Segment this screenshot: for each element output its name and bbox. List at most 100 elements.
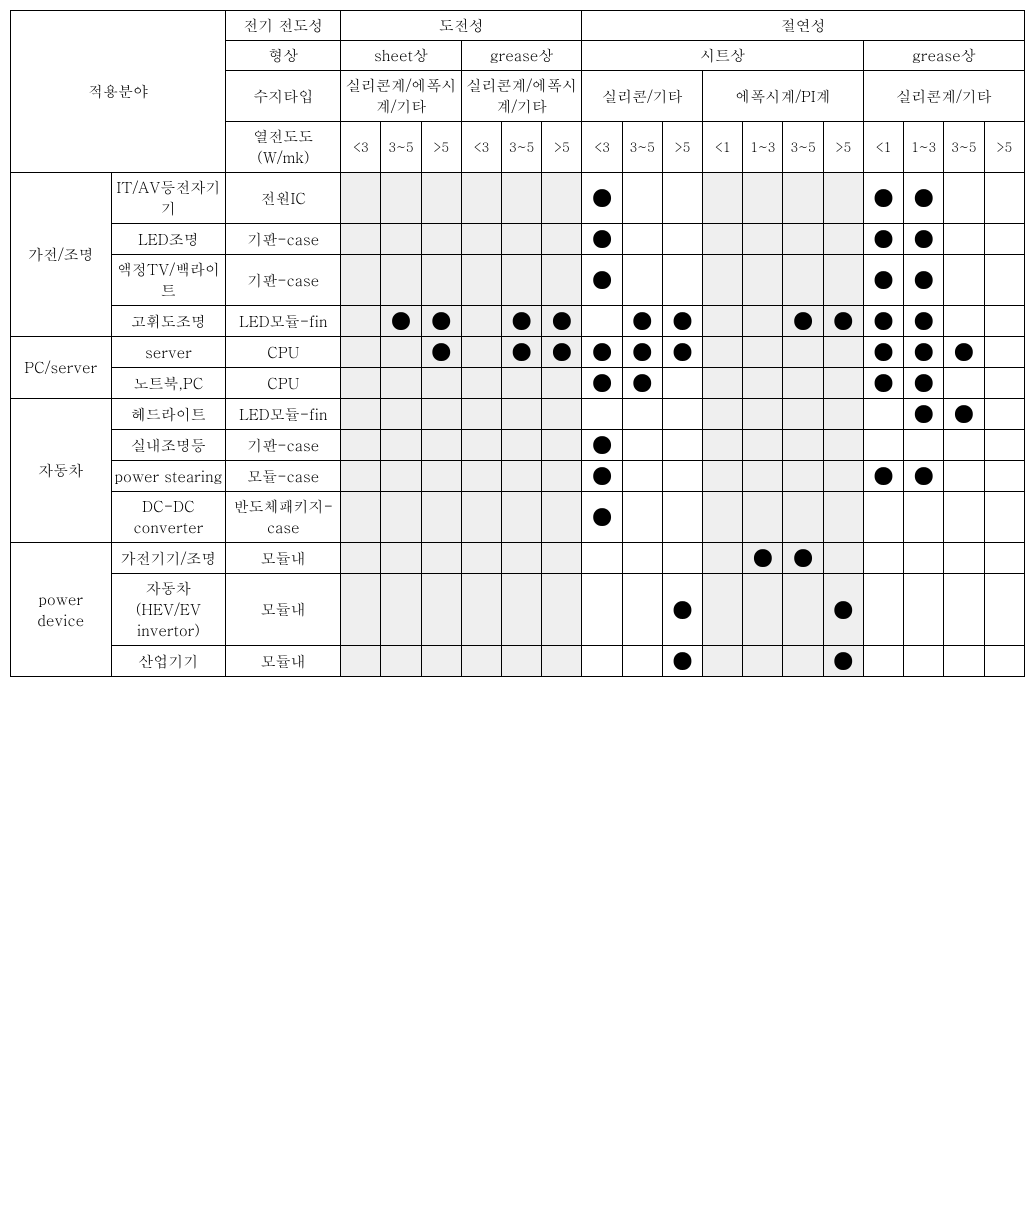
data-cell xyxy=(381,492,421,543)
data-cell: ● xyxy=(904,368,944,399)
subcategory-cell: 자동차(HEV/EV invertor) xyxy=(111,574,226,646)
data-cell xyxy=(461,337,501,368)
category-cell: 자동차 xyxy=(11,399,112,543)
subcategory-cell: LED조명 xyxy=(111,224,226,255)
elec-cond-header: 전기 전도성 xyxy=(226,11,341,41)
data-cell xyxy=(502,461,542,492)
col-gt5-1: >5 xyxy=(421,122,461,173)
data-cell: ● xyxy=(904,399,944,430)
data-cell xyxy=(622,646,662,677)
data-cell xyxy=(341,173,381,224)
grease-shape-header-1: grease상 xyxy=(461,41,582,71)
data-cell xyxy=(461,492,501,543)
table-row: 실내조명등기판-case● xyxy=(11,430,1025,461)
data-cell xyxy=(341,337,381,368)
subcategory-cell: DC-DC converter xyxy=(111,492,226,543)
data-cell: ● xyxy=(502,337,542,368)
data-cell xyxy=(662,492,702,543)
resin-cell: CPU xyxy=(226,337,341,368)
data-cell xyxy=(944,306,984,337)
data-cell: ● xyxy=(582,255,622,306)
data-cell xyxy=(823,255,863,306)
category-cell: PC/server xyxy=(11,337,112,399)
data-cell xyxy=(743,337,783,368)
data-cell xyxy=(381,368,421,399)
data-cell: ● xyxy=(582,461,622,492)
data-cell xyxy=(944,368,984,399)
data-cell xyxy=(461,646,501,677)
data-cell: ● xyxy=(421,337,461,368)
data-cell xyxy=(703,430,743,461)
data-cell xyxy=(984,173,1025,224)
resin-col-4: 에폭시계/PI계 xyxy=(703,71,864,122)
data-cell xyxy=(341,399,381,430)
resin-cell: 기판-case xyxy=(226,430,341,461)
data-cell xyxy=(461,461,501,492)
data-cell xyxy=(502,430,542,461)
data-cell xyxy=(461,399,501,430)
data-cell xyxy=(703,399,743,430)
data-cell xyxy=(944,646,984,677)
data-cell xyxy=(421,430,461,461)
col-gt5-2: >5 xyxy=(542,122,582,173)
data-cell xyxy=(622,224,662,255)
data-cell xyxy=(703,224,743,255)
data-cell: ● xyxy=(502,306,542,337)
insulating-header: 절연성 xyxy=(582,11,1025,41)
data-cell xyxy=(863,646,903,677)
data-cell: ● xyxy=(904,224,944,255)
data-cell xyxy=(381,224,421,255)
data-cell xyxy=(542,173,582,224)
data-cell: ● xyxy=(582,173,622,224)
col-lt1-1: <1 xyxy=(703,122,743,173)
data-cell xyxy=(662,399,702,430)
resin-cell: LED모듈-fin xyxy=(226,399,341,430)
data-cell: ● xyxy=(863,306,903,337)
data-cell xyxy=(341,646,381,677)
subcategory-cell: 산업기기 xyxy=(111,646,226,677)
subcategory-cell: server xyxy=(111,337,226,368)
data-cell xyxy=(823,173,863,224)
col-lt3-2: <3 xyxy=(461,122,501,173)
data-cell xyxy=(984,543,1025,574)
data-cell xyxy=(984,574,1025,646)
data-cell xyxy=(502,492,542,543)
subcategory-cell: power stearing xyxy=(111,461,226,492)
table-row: 자동차헤드라이트LED모듈-fin●● xyxy=(11,399,1025,430)
data-cell xyxy=(582,306,622,337)
data-cell xyxy=(341,461,381,492)
subcategory-cell: 가전기기/조명 xyxy=(111,543,226,574)
data-cell xyxy=(381,255,421,306)
col-13-2: 1~3 xyxy=(904,122,944,173)
data-cell xyxy=(984,337,1025,368)
data-cell xyxy=(502,255,542,306)
data-cell xyxy=(863,574,903,646)
data-cell xyxy=(341,306,381,337)
data-cell xyxy=(341,543,381,574)
data-cell xyxy=(341,255,381,306)
data-cell xyxy=(502,646,542,677)
data-cell xyxy=(542,543,582,574)
data-cell xyxy=(984,255,1025,306)
col-35-4: 3~5 xyxy=(783,122,823,173)
data-cell xyxy=(783,173,823,224)
subcategory-cell: 노트북,PC xyxy=(111,368,226,399)
data-cell: ● xyxy=(542,337,582,368)
table-row: 고휘도조명LED모듈-fin●●●●●●●●●● xyxy=(11,306,1025,337)
resin-cell: 반도체패키지-case xyxy=(226,492,341,543)
data-cell xyxy=(461,543,501,574)
data-cell xyxy=(381,461,421,492)
data-cell xyxy=(904,492,944,543)
data-cell xyxy=(743,430,783,461)
data-cell: ● xyxy=(944,399,984,430)
data-cell xyxy=(904,543,944,574)
data-cell xyxy=(944,461,984,492)
data-cell xyxy=(421,399,461,430)
data-cell xyxy=(863,492,903,543)
data-cell xyxy=(582,574,622,646)
subcategory-cell: 고휘도조명 xyxy=(111,306,226,337)
data-cell xyxy=(984,306,1025,337)
data-cell xyxy=(502,399,542,430)
data-cell xyxy=(984,646,1025,677)
data-cell xyxy=(381,646,421,677)
